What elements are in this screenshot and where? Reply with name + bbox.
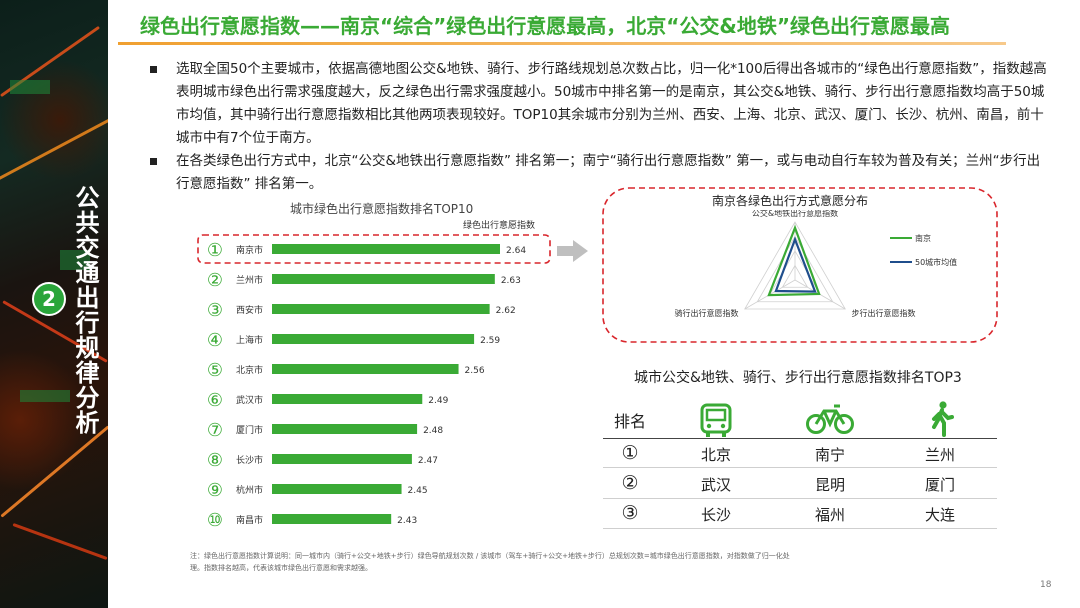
walking-icon — [932, 401, 954, 437]
radar-grid — [756, 235, 834, 303]
walk-rank-cell: 大连 — [924, 506, 955, 524]
category-label: 长沙市 — [236, 454, 263, 466]
radar-grid — [744, 221, 846, 310]
rank-marker: ① — [207, 240, 223, 261]
rank-marker: ② — [207, 270, 223, 291]
table-header-rule — [603, 438, 997, 439]
highlight-box — [197, 234, 551, 264]
bullet-text: 选取全国50个主要城市，依据高德地图公交&地铁、骑行、步行路线规划总次数占比，归… — [176, 61, 1047, 146]
radar-series-line — [767, 224, 821, 297]
legend-label: 50城市均值 — [915, 257, 957, 267]
bike-rank-cell: 昆明 — [814, 476, 845, 494]
section-title: 公共交通出行规律分析 — [71, 185, 99, 435]
data-label: 2.45 — [408, 486, 428, 496]
bus-rank-cell: 北京 — [700, 446, 731, 464]
rank-marker: ⑧ — [207, 450, 223, 471]
bar — [272, 514, 392, 524]
category-label: 武汉市 — [236, 394, 263, 406]
data-label: 2.59 — [480, 336, 500, 346]
bus-rank-cell: 长沙 — [700, 506, 731, 524]
category-label: 北京市 — [236, 364, 263, 376]
bullet-square-icon — [150, 66, 157, 73]
ranking-table-title: 城市公交&地铁、骑行、步行出行意愿指数排名TOP3 — [634, 370, 962, 386]
data-label: 2.47 — [418, 456, 438, 466]
arrow-right-icon — [557, 240, 588, 262]
bike-rank-cell: 福州 — [814, 506, 845, 524]
category-label: 南昌市 — [236, 514, 263, 526]
section-number-badge: 2 — [32, 282, 66, 316]
bus-rank-cell: 武汉 — [700, 476, 731, 494]
data-label: 2.49 — [428, 396, 448, 406]
bar — [272, 274, 495, 284]
radar-grid — [781, 264, 809, 288]
footnote: 注：绿色出行意愿指数计算说明：同一城市内（骑行+公交+地铁+步行）绿色导航规划次… — [190, 552, 790, 572]
table-row-divider — [603, 498, 997, 499]
legend-label: 绿色出行意愿指数 — [463, 219, 535, 231]
radar-series-line — [774, 236, 817, 293]
bar-chart: 绿色出行意愿指数 ① 南京市 2.64 ② 兰州市 2.63 ③ 西安市 2.62 ④ 上海市 2.59… — [197, 219, 551, 531]
rank-marker: ⑨ — [207, 480, 223, 501]
bicycle-icon — [806, 404, 854, 434]
bullet-square-icon — [150, 158, 157, 165]
data-label: 2.63 — [501, 276, 521, 286]
data-label: 2.48 — [423, 426, 443, 436]
rank-marker: ④ — [207, 330, 223, 351]
bar — [272, 244, 500, 254]
rank-cell: ③ — [621, 502, 639, 524]
page-title: 绿色出行意愿指数——南京“综合”绿色出行意愿最高，北京“公交&地铁”绿色出行意愿… — [140, 14, 951, 38]
category-label: 兰州市 — [236, 274, 263, 286]
rank-marker: ⑥ — [207, 390, 223, 411]
rank-marker: ③ — [207, 300, 223, 321]
data-label: 2.62 — [496, 306, 516, 316]
radar-panel-border — [602, 187, 998, 343]
bullet-item: 在各类绿色出行方式中，北京“公交&地铁出行意愿指数” 排名第一；南宁“骑行出行意… — [150, 150, 1050, 196]
radar-chart-title: 南京各绿色出行方式意愿分布 — [712, 194, 869, 208]
bullet-item: 选取全国50个主要城市，依据高德地图公交&地铁、骑行、步行路线规划总次数占比，归… — [150, 58, 1050, 150]
sidebar-decoration: 2 公共交通出行规律分析 — [0, 0, 108, 608]
category-label: 南京市 — [236, 244, 263, 256]
page-number: 18 — [1040, 580, 1052, 590]
walk-rank-cell: 厦门 — [924, 476, 955, 494]
table-row-divider — [603, 528, 997, 529]
title-underline — [118, 42, 1006, 45]
rank-marker: ⑩ — [207, 510, 223, 531]
data-label: 2.43 — [397, 516, 417, 526]
category-label: 杭州市 — [236, 484, 263, 496]
bullet-list: 选取全国50个主要城市，依据高德地图公交&地铁、骑行、步行路线规划总次数占比，归… — [150, 58, 1050, 196]
bar — [272, 334, 475, 344]
category-label: 上海市 — [236, 334, 263, 346]
bar — [272, 304, 490, 314]
rank-cell: ② — [621, 472, 639, 494]
table-row-divider — [603, 467, 997, 468]
bar — [272, 364, 459, 374]
rank-cell: ① — [621, 442, 639, 464]
radar-axis-label: 步行出行意愿指数 — [851, 308, 915, 318]
rank-marker: ⑦ — [207, 420, 223, 441]
bar — [272, 484, 402, 494]
bullet-text: 在各类绿色出行方式中，北京“公交&地铁出行意愿指数” 排名第一；南宁“骑行出行意… — [176, 153, 1041, 192]
bar-chart-title: 城市绿色出行意愿指数排名TOP10 — [290, 202, 474, 216]
data-label: 2.56 — [465, 366, 485, 376]
rank-marker: ⑤ — [207, 360, 223, 381]
walk-rank-cell: 兰州 — [924, 446, 955, 464]
bike-rank-cell: 南宁 — [814, 446, 845, 464]
radar-axis-label: 公交&地铁出行意愿指数 — [752, 210, 838, 218]
legend-label: 南京 — [915, 233, 931, 243]
data-label: 2.64 — [506, 246, 526, 256]
bar — [272, 394, 423, 404]
radar-axis-label: 骑行出行意愿指数 — [675, 308, 739, 318]
bar — [272, 454, 412, 464]
rank-header: 排名 — [613, 412, 646, 431]
category-label: 厦门市 — [236, 424, 263, 436]
category-label: 西安市 — [236, 304, 263, 316]
bar — [272, 424, 418, 434]
bus-icon — [700, 403, 732, 437]
